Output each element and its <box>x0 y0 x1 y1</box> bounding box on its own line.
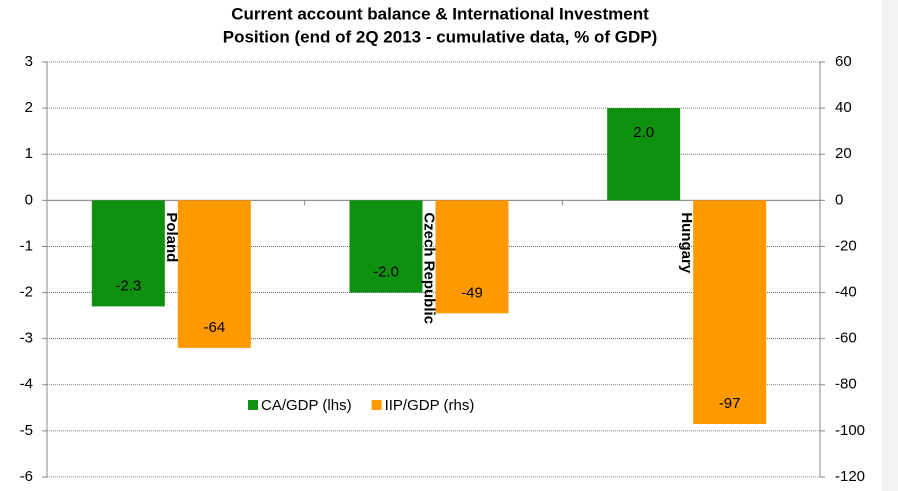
y-tick-label: -6 <box>20 468 33 485</box>
legend-label: CA/GDP (lhs) <box>261 397 352 414</box>
y-tick-label: -2 <box>20 284 33 301</box>
chart-title: Position (end of 2Q 2013 - cumulative da… <box>223 27 658 46</box>
bar <box>693 200 767 424</box>
bar <box>607 108 681 201</box>
y-tick-label: 0 <box>25 191 33 208</box>
y-tick-label: 3 <box>25 53 33 70</box>
x-tick-label: Hungary <box>678 212 695 273</box>
y-tick-label: -1 <box>20 237 33 254</box>
side-strip <box>882 0 898 491</box>
y2-tick-label: 20 <box>835 145 852 162</box>
y2-tick-label: 0 <box>835 191 843 208</box>
y2-tick-label: -60 <box>835 330 857 347</box>
x-tick-label: Poland <box>163 212 180 262</box>
data-label: 2.0 <box>633 124 654 141</box>
y-tick-label: 2 <box>25 99 33 116</box>
y-tick-label: -4 <box>20 376 33 393</box>
data-label: -2.3 <box>115 277 141 294</box>
y2-tick-label: -100 <box>835 422 865 439</box>
bar <box>349 200 423 293</box>
chart-title: Current account balance & International … <box>231 4 649 23</box>
data-label: -97 <box>719 395 741 412</box>
y-tick-label: 1 <box>25 145 33 162</box>
data-label: -64 <box>203 319 225 336</box>
bar <box>435 200 509 314</box>
y2-tick-label: 60 <box>835 53 852 70</box>
y2-tick-label: -20 <box>835 237 857 254</box>
bar <box>91 200 165 307</box>
y-tick-label: -3 <box>20 330 33 347</box>
x-tick-label: Czech Republic <box>421 212 438 324</box>
y2-tick-label: -40 <box>835 284 857 301</box>
bar <box>177 200 251 348</box>
y2-tick-label: -120 <box>835 468 865 485</box>
legend-swatch <box>371 400 382 410</box>
legend-swatch <box>248 400 258 410</box>
y2-tick-label: -80 <box>835 376 857 393</box>
data-label: -49 <box>461 284 483 301</box>
y2-tick-label: 40 <box>835 99 852 116</box>
legend-label: IIP/GDP (rhs) <box>385 397 475 414</box>
y-tick-label: -5 <box>20 422 33 439</box>
data-label: -2.0 <box>373 264 399 281</box>
